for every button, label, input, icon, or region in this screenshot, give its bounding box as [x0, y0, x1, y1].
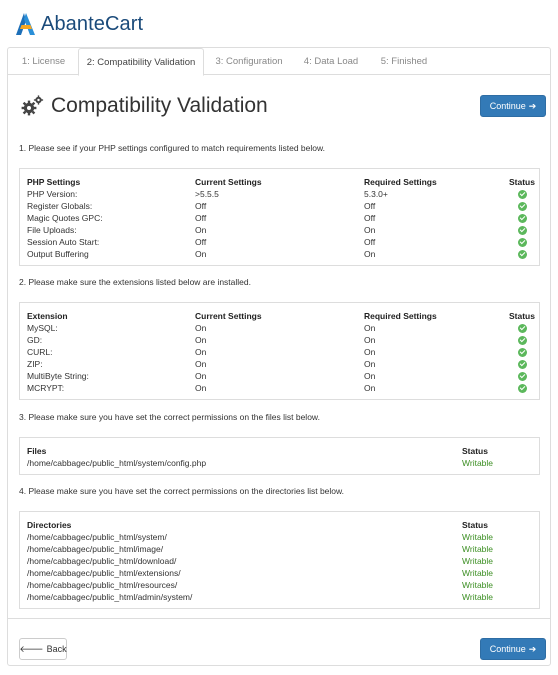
- check-circle-icon: [518, 384, 527, 393]
- table-row: Output Buffering On On: [20, 248, 539, 260]
- col-status: Status: [509, 177, 535, 187]
- col-current: Current Settings: [195, 311, 262, 321]
- table-row: /home/cabbagec/public_html/download/Writ…: [27, 556, 494, 566]
- continue-button-bottom[interactable]: Continue ➔: [480, 638, 546, 660]
- table-header: PHP Settings Current Settings Required S…: [20, 176, 539, 188]
- table-row: MCRYPT: On On: [20, 382, 539, 394]
- extensions-table: Extension Current Settings Required Sett…: [19, 302, 540, 400]
- status-badge: Writable: [462, 580, 494, 590]
- check-circle-icon: [518, 226, 527, 235]
- directories-table: Directories Status /home/cabbagec/public…: [19, 511, 540, 609]
- check-circle-icon: [518, 360, 527, 369]
- col-status: Status: [462, 520, 488, 530]
- logo: AbanteCart: [13, 10, 143, 38]
- status-badge: Writable: [462, 532, 494, 542]
- table-row: Session Auto Start: Off Off: [20, 236, 539, 248]
- table-row: ZIP: On On: [20, 358, 539, 370]
- status-badge: Writable: [462, 592, 494, 602]
- table-row: CURL: On On: [20, 346, 539, 358]
- php-settings-table: PHP Settings Current Settings Required S…: [19, 168, 540, 266]
- files-table: Files Status /home/cabbagec/public_html/…: [19, 437, 540, 475]
- table-row: MultiByte String: On On: [20, 370, 539, 382]
- col-current: Current Settings: [195, 177, 262, 187]
- col-required: Required Settings: [364, 311, 437, 321]
- check-circle-icon: [518, 190, 527, 199]
- check-circle-icon: [518, 238, 527, 247]
- back-button[interactable]: 🡐 Back: [19, 638, 67, 660]
- back-label: Back: [46, 644, 67, 654]
- gears-icon: [21, 95, 44, 116]
- directories-intro: 4. Please make sure you have set the cor…: [19, 486, 345, 496]
- check-circle-icon: [518, 324, 527, 333]
- abantecart-logo-icon: [16, 13, 35, 35]
- col-required: Required Settings: [364, 177, 437, 187]
- table-row: /home/cabbagec/public_html/admin/system/…: [27, 592, 494, 602]
- check-circle-icon: [518, 336, 527, 345]
- arrow-left-icon: 🡐: [19, 643, 44, 654]
- table-row: Magic Quotes GPC: Off Off: [20, 212, 539, 224]
- brand-name: AbanteCart: [41, 12, 144, 35]
- col-files: Files: [27, 446, 47, 456]
- tab-data-load[interactable]: 4: Data Load: [303, 56, 359, 67]
- col-status: Status: [462, 446, 488, 456]
- files-intro: 3. Please make sure you have set the cor…: [19, 412, 320, 422]
- footer-divider: [8, 618, 550, 619]
- status-badge: Writable: [462, 556, 494, 566]
- continue-label: Continue: [489, 644, 526, 654]
- arrow-right-icon: ➔: [528, 643, 537, 654]
- table-row: /home/cabbagec/public_html/system/Writab…: [27, 532, 494, 542]
- continue-button-top[interactable]: Continue ➔: [480, 95, 546, 117]
- tab-finished[interactable]: 5: Finished: [380, 56, 428, 67]
- status-badge: Writable: [462, 544, 494, 554]
- col-directories: Directories: [27, 520, 72, 530]
- table-row: /home/cabbagec/public_html/resources/Wri…: [27, 580, 494, 590]
- check-circle-icon: [518, 348, 527, 357]
- continue-label: Continue: [489, 101, 526, 111]
- table-row: File Uploads: On On: [20, 224, 539, 236]
- page-header: Compatibility Validation: [20, 94, 268, 118]
- check-circle-icon: [518, 202, 527, 211]
- status-badge: Writable: [462, 568, 494, 578]
- check-circle-icon: [518, 372, 527, 381]
- table-header: Extension Current Settings Required Sett…: [20, 310, 539, 322]
- table-row: Register Globals: Off Off: [20, 200, 539, 212]
- check-circle-icon: [518, 250, 527, 259]
- col-extension: Extension: [27, 311, 68, 321]
- status-badge: Writable: [462, 458, 494, 468]
- table-row: PHP Version: >5.5.5 5.3.0+: [20, 188, 539, 200]
- table-header: Directories Status: [20, 519, 539, 531]
- col-status: Status: [509, 311, 535, 321]
- page-title: Compatibility Validation: [51, 94, 268, 117]
- installer-panel: 1: License 2: Compatibility Validation 3…: [7, 47, 551, 666]
- php-intro: 1. Please see if your PHP settings confi…: [19, 143, 326, 153]
- table-row: /home/cabbagec/public_html/system/config…: [27, 458, 494, 468]
- table-header: Files Status: [20, 445, 539, 457]
- col-php-settings: PHP Settings: [27, 177, 81, 187]
- extensions-intro: 2. Please make sure the extensions liste…: [19, 277, 251, 287]
- tab-configuration[interactable]: 3: Configuration: [215, 56, 283, 67]
- arrow-right-icon: ➔: [528, 100, 537, 111]
- table-row: GD: On On: [20, 334, 539, 346]
- wizard-tabs: 1: License 2: Compatibility Validation 3…: [8, 48, 550, 76]
- check-circle-icon: [518, 214, 527, 223]
- table-row: MySQL: On On: [20, 322, 539, 334]
- tab-license[interactable]: 1: License: [21, 56, 66, 67]
- table-row: /home/cabbagec/public_html/extensions/Wr…: [27, 568, 494, 578]
- table-row: /home/cabbagec/public_html/image/Writabl…: [27, 544, 494, 554]
- tab-compatibility-validation[interactable]: 2: Compatibility Validation: [78, 48, 204, 76]
